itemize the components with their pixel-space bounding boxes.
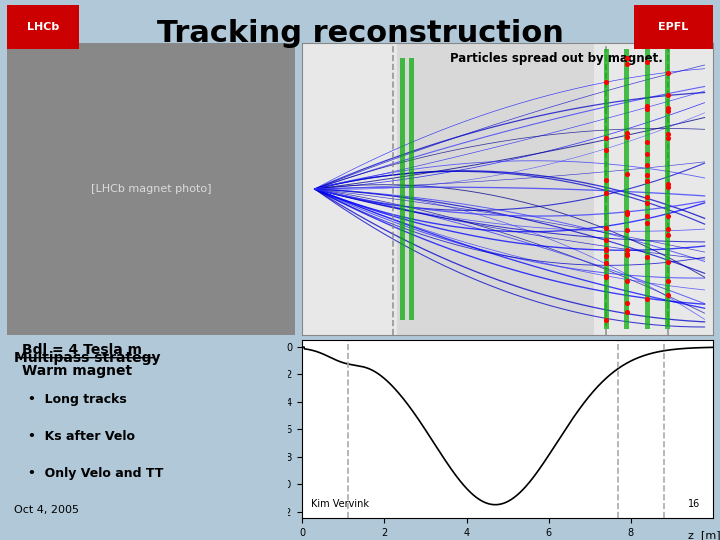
Point: [662, 231, 673, 239]
Point: [662, 133, 673, 142]
Point: [662, 291, 673, 299]
Bar: [397, 43, 594, 335]
Point: [600, 224, 612, 232]
Bar: [603, 49, 608, 329]
Text: LHCb: LHCb: [27, 22, 59, 32]
Text: Bdl = 4 Tesla m
Warm magnet: Bdl = 4 Tesla m Warm magnet: [22, 343, 142, 377]
Point: [642, 177, 653, 185]
Point: [621, 277, 632, 286]
Point: [600, 146, 612, 154]
Point: [600, 236, 612, 245]
Point: [600, 78, 612, 86]
Point: [621, 251, 632, 260]
Text: •  Ks after Velo: • Ks after Velo: [28, 430, 135, 443]
Text: EPFL: EPFL: [658, 22, 688, 32]
Point: [642, 219, 653, 227]
Text: Particles spread out by magnet.: Particles spread out by magnet.: [451, 52, 663, 65]
Point: [600, 176, 612, 184]
Point: [642, 211, 653, 220]
Point: [600, 188, 612, 197]
Point: [600, 252, 612, 260]
Point: [600, 245, 612, 253]
Point: [600, 316, 612, 325]
Point: [621, 307, 632, 316]
Point: [600, 272, 612, 280]
Point: [662, 104, 673, 112]
Point: [662, 212, 673, 220]
Text: Tracking reconstruction: Tracking reconstruction: [156, 19, 564, 48]
Point: [621, 210, 632, 219]
Text: Multipass strategy: Multipass strategy: [14, 351, 161, 365]
Point: [662, 276, 673, 285]
Bar: [624, 49, 629, 329]
Text: Kim Vervink: Kim Vervink: [310, 500, 369, 510]
Point: [621, 299, 632, 307]
Point: [662, 106, 673, 115]
Text: •  Only Velo and TT: • Only Velo and TT: [28, 467, 163, 480]
Point: [662, 258, 673, 267]
Bar: [409, 58, 413, 320]
Text: z  [m]: z [m]: [688, 530, 720, 540]
Point: [662, 180, 673, 188]
Point: [642, 105, 653, 114]
Point: [662, 225, 673, 233]
Point: [621, 133, 632, 142]
Point: [642, 171, 653, 179]
Text: [LHCb magnet photo]: [LHCb magnet photo]: [91, 184, 212, 194]
Text: •  Long tracks: • Long tracks: [28, 393, 127, 406]
Point: [621, 225, 632, 234]
Point: [621, 249, 632, 258]
Bar: [400, 58, 405, 320]
Point: [642, 252, 653, 261]
Point: [642, 160, 653, 169]
Point: [621, 129, 632, 138]
Point: [600, 259, 612, 267]
Text: Oct 4, 2005: Oct 4, 2005: [14, 505, 79, 515]
Y-axis label: $B_y$ [T]: $B_y$ [T]: [258, 413, 274, 446]
Point: [642, 295, 653, 303]
Point: [642, 102, 653, 110]
Point: [600, 273, 612, 281]
Point: [600, 134, 612, 143]
Point: [621, 54, 632, 63]
Bar: [665, 49, 670, 329]
Point: [621, 208, 632, 217]
Point: [642, 198, 653, 207]
Point: [662, 129, 673, 138]
Point: [642, 192, 653, 201]
Point: [662, 69, 673, 78]
Point: [621, 170, 632, 178]
Text: 16: 16: [688, 500, 701, 510]
Point: [662, 91, 673, 99]
Point: [642, 150, 653, 158]
Point: [662, 183, 673, 191]
Bar: [644, 49, 649, 329]
Point: [600, 245, 612, 254]
Point: [642, 137, 653, 146]
Point: [642, 58, 653, 66]
Point: [621, 246, 632, 254]
Point: [621, 59, 632, 68]
